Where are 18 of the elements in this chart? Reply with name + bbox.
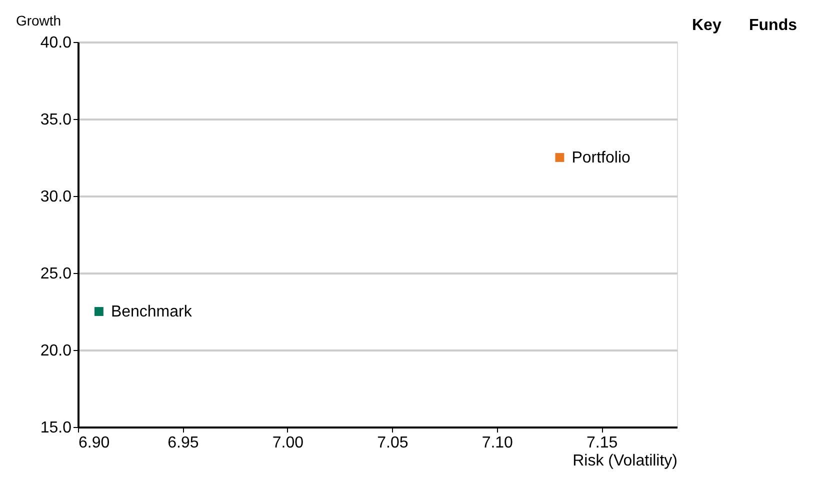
series-label: Benchmark <box>110 304 193 320</box>
y-axis-title: Growth <box>16 12 62 28</box>
text: Funds <box>749 17 798 34</box>
series-label: Portfolio <box>572 150 631 166</box>
y-tick-label: 40.0 <box>40 34 72 52</box>
x-tick-label: 6.95 <box>168 434 199 452</box>
text: Key <box>692 17 722 34</box>
x-tick-label: 7.00 <box>272 434 304 452</box>
x-tick-label: 7.15 <box>586 434 618 452</box>
y-tick-label: 15.0 <box>40 420 72 436</box>
y-tick-label: 35.0 <box>40 112 72 128</box>
y-tick-label: 30.0 <box>40 188 72 206</box>
x-tick-label: 7.05 <box>377 434 408 452</box>
y-tick-label: 20.0 <box>40 342 72 360</box>
y-tick-label: 25.0 <box>40 266 72 282</box>
x-axis-title: Risk (Volatility) <box>572 452 678 470</box>
x-tick-label: 7.10 <box>482 434 514 452</box>
x-tick-label: 6.90 <box>78 434 110 452</box>
